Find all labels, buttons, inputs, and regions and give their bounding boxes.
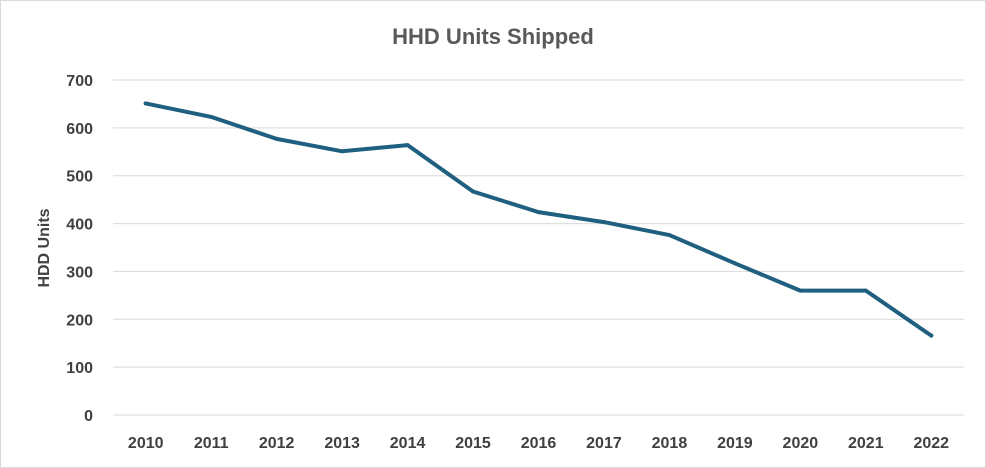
y-tick-label: 700 (66, 73, 93, 90)
y-tick-label: 500 (66, 169, 93, 186)
x-tick-label: 2019 (717, 435, 753, 452)
x-tick-label: 2021 (848, 435, 884, 452)
x-tick-label: 2020 (783, 435, 819, 452)
x-tick-label: 2012 (259, 435, 295, 452)
x-tick-label: 2015 (455, 435, 491, 452)
x-tick-label: 2010 (128, 435, 164, 452)
x-tick-label: 2022 (913, 435, 949, 452)
data-point-2014 (405, 143, 410, 148)
x-tick-label: 2016 (521, 435, 557, 452)
x-tick-label: 2018 (652, 435, 688, 452)
y-axis-label: HDD Units (36, 208, 53, 287)
chart-title: HHD Units Shipped (392, 24, 594, 49)
data-point-2011 (209, 114, 214, 119)
data-point-2015 (471, 189, 476, 194)
x-tick-label: 2014 (390, 435, 426, 452)
x-axis-ticks: 2010 2011 2012 2013 2014 2015 2016 2017 2018 2019… (128, 435, 949, 452)
data-point-2021 (863, 288, 868, 293)
data-point-2020 (798, 288, 803, 293)
data-point-2017 (601, 220, 606, 225)
y-tick-label: 0 (84, 408, 93, 425)
y-axis-ticks: 0 100 200 300 400 500 600 700 (66, 73, 93, 425)
y-tick-label: 400 (66, 217, 93, 234)
data-point-2019 (732, 261, 737, 266)
y-tick-label: 300 (66, 264, 93, 281)
y-tick-label: 100 (66, 360, 93, 377)
series-layer (143, 101, 934, 338)
y-tick-label: 200 (66, 312, 93, 329)
x-tick-label: 2013 (324, 435, 360, 452)
y-tick-label: 600 (66, 121, 93, 138)
series-line-0 (143, 101, 934, 338)
data-point-2016 (536, 210, 541, 215)
data-point-2012 (274, 136, 279, 141)
data-point-2022 (929, 333, 934, 338)
x-tick-label: 2011 (194, 435, 229, 452)
data-point-2013 (340, 149, 345, 154)
x-tick-label: 2017 (586, 435, 622, 452)
data-point-2010 (143, 101, 148, 106)
gridlines (113, 79, 964, 416)
data-point-2018 (667, 233, 672, 238)
